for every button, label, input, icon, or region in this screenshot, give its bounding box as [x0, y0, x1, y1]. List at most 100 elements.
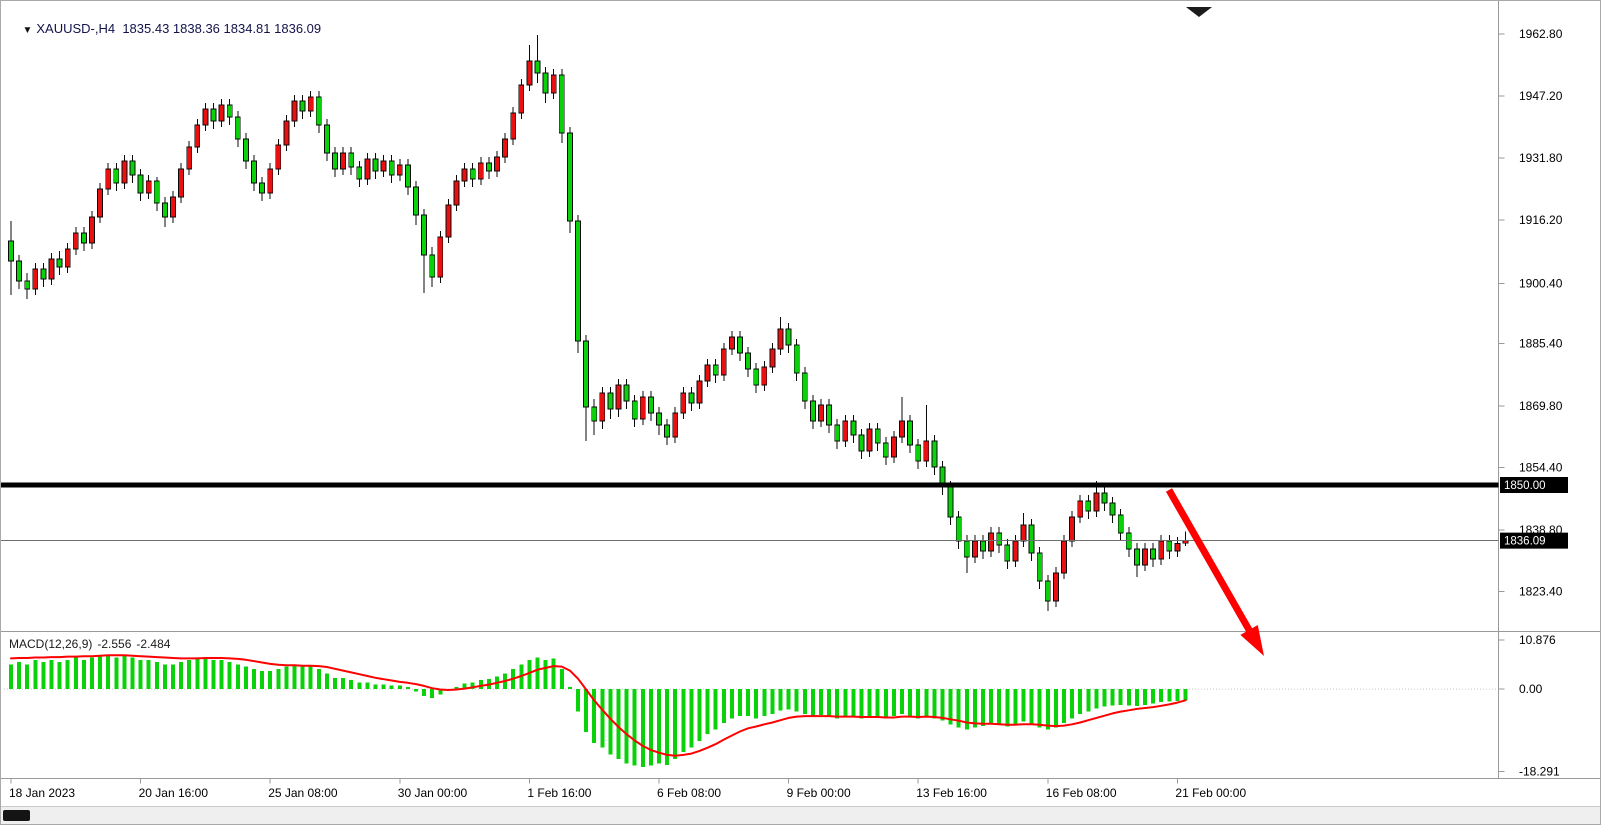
candlestick	[1077, 500, 1084, 518]
macd-histogram-bar	[454, 686, 459, 690]
macd-histogram-bar	[948, 689, 953, 725]
time-axis-label: 30 Jan 00:00	[398, 786, 468, 800]
macd-histogram-bar	[1021, 689, 1026, 722]
candlestick	[591, 406, 598, 422]
macd-histogram-bar	[381, 684, 386, 690]
macd-histogram-bar	[333, 677, 337, 690]
macd-histogram-bar	[114, 657, 119, 690]
symbol-collapse-icon[interactable]: ▼	[22, 25, 33, 36]
candlestick	[793, 344, 800, 374]
macd-histogram-bar	[1143, 689, 1147, 705]
macd-histogram-bar	[527, 659, 532, 690]
candlestick	[8, 240, 14, 262]
macd-histogram-bar	[146, 659, 151, 690]
macd-histogram-bar	[422, 689, 427, 696]
macd-histogram-bar	[713, 689, 718, 730]
macd-histogram-bar	[819, 689, 823, 716]
price-tick-label: 1854.40	[1519, 460, 1563, 474]
macd-histogram-bar	[49, 659, 54, 690]
candlestick	[834, 424, 841, 442]
indicator-label: MACD(12,26,9) -2.556 -2.484	[9, 637, 175, 651]
candlestick	[1036, 552, 1043, 582]
candlestick	[550, 74, 557, 94]
macd-histogram-bar	[90, 657, 94, 690]
candlestick	[97, 188, 103, 218]
macd-histogram-bar	[1062, 689, 1066, 723]
macd-histogram-bar	[1070, 689, 1075, 719]
ohlc-text: XAUUSD-,H4 1835.43 1838.36 1834.81 1836.…	[36, 21, 322, 36]
candlestick	[226, 104, 233, 118]
candlestick	[720, 348, 727, 376]
macd-histogram-bar	[535, 657, 540, 690]
horizontal-scrollbar[interactable]	[1, 806, 1600, 824]
candlestick	[996, 532, 1003, 546]
candlestick	[688, 392, 695, 404]
macd-histogram-bar	[738, 689, 742, 717]
macd-histogram-bar	[1110, 689, 1115, 706]
macd-histogram-bar	[438, 689, 443, 695]
candlestick	[307, 96, 314, 112]
ohlc-header: ▼ XAUUSD-,H4 1835.43 1838.36 1834.81 1836…	[8, 6, 321, 51]
time-axis-label: 21 Feb 00:00	[1175, 786, 1246, 800]
candlestick	[882, 442, 889, 458]
candlestick	[583, 340, 589, 408]
candlestick	[372, 158, 379, 172]
macd-histogram-bar	[891, 689, 896, 717]
macd-histogram-bar	[778, 689, 783, 711]
candlestick	[526, 60, 533, 86]
macd-histogram-bar	[624, 689, 629, 764]
macd-histogram-bar	[673, 689, 678, 759]
time-axis-label: 16 Feb 08:00	[1046, 786, 1117, 800]
candlestick	[137, 174, 144, 194]
macd-histogram-bar	[243, 666, 248, 690]
candlestick	[980, 540, 986, 552]
macd-histogram-bar	[171, 664, 175, 690]
macd-histogram-bar	[762, 689, 767, 717]
candlestick	[64, 248, 71, 268]
macd-histogram-bar	[1005, 689, 1010, 727]
candlestick	[729, 336, 735, 350]
macd-tick-label: 0.00	[1519, 682, 1543, 696]
macd-histogram-bar	[875, 689, 880, 718]
macd-histogram-bar	[365, 682, 370, 690]
trend-arrow-head[interactable]	[1240, 624, 1264, 656]
macd-histogram-bar	[324, 673, 329, 690]
macd-histogram-bar	[972, 689, 977, 728]
macd-histogram-bar	[608, 689, 613, 755]
macd-histogram-bar	[211, 659, 216, 690]
candlestick	[915, 444, 922, 462]
scrollbar-thumb[interactable]	[3, 810, 30, 821]
macd-histogram-bar	[106, 655, 111, 690]
trend-arrow-shaft[interactable]	[1165, 488, 1255, 636]
macd-histogram-bar	[138, 659, 143, 690]
candlestick	[648, 396, 654, 414]
macd-histogram-bar	[373, 684, 378, 690]
candlestick	[210, 108, 217, 122]
macd-histogram-bar	[478, 680, 483, 690]
candlestick	[907, 420, 913, 446]
macd-histogram-bar	[924, 689, 929, 717]
candlestick	[413, 186, 419, 216]
chart-shift-marker-icon[interactable]	[1186, 7, 1212, 17]
macd-histogram-bar	[859, 689, 864, 719]
candlestick	[283, 120, 290, 146]
macd-histogram-bar	[1086, 689, 1091, 712]
macd-histogram-bar	[414, 689, 418, 692]
candlestick	[891, 436, 897, 458]
candlestick	[826, 404, 832, 426]
candlestick	[242, 138, 249, 162]
candlestick	[664, 424, 670, 438]
macd-histogram-bar	[916, 689, 921, 719]
macd-histogram-bar	[867, 689, 872, 717]
candlestick	[761, 366, 768, 386]
candlestick	[704, 364, 711, 382]
candlestick	[234, 116, 241, 140]
macd-histogram-bar	[705, 689, 710, 735]
candlestick	[421, 214, 428, 256]
candlestick	[947, 486, 954, 518]
candlestick	[542, 72, 549, 94]
candlestick	[348, 152, 355, 168]
candlestick	[259, 182, 266, 194]
candlestick	[656, 412, 662, 426]
